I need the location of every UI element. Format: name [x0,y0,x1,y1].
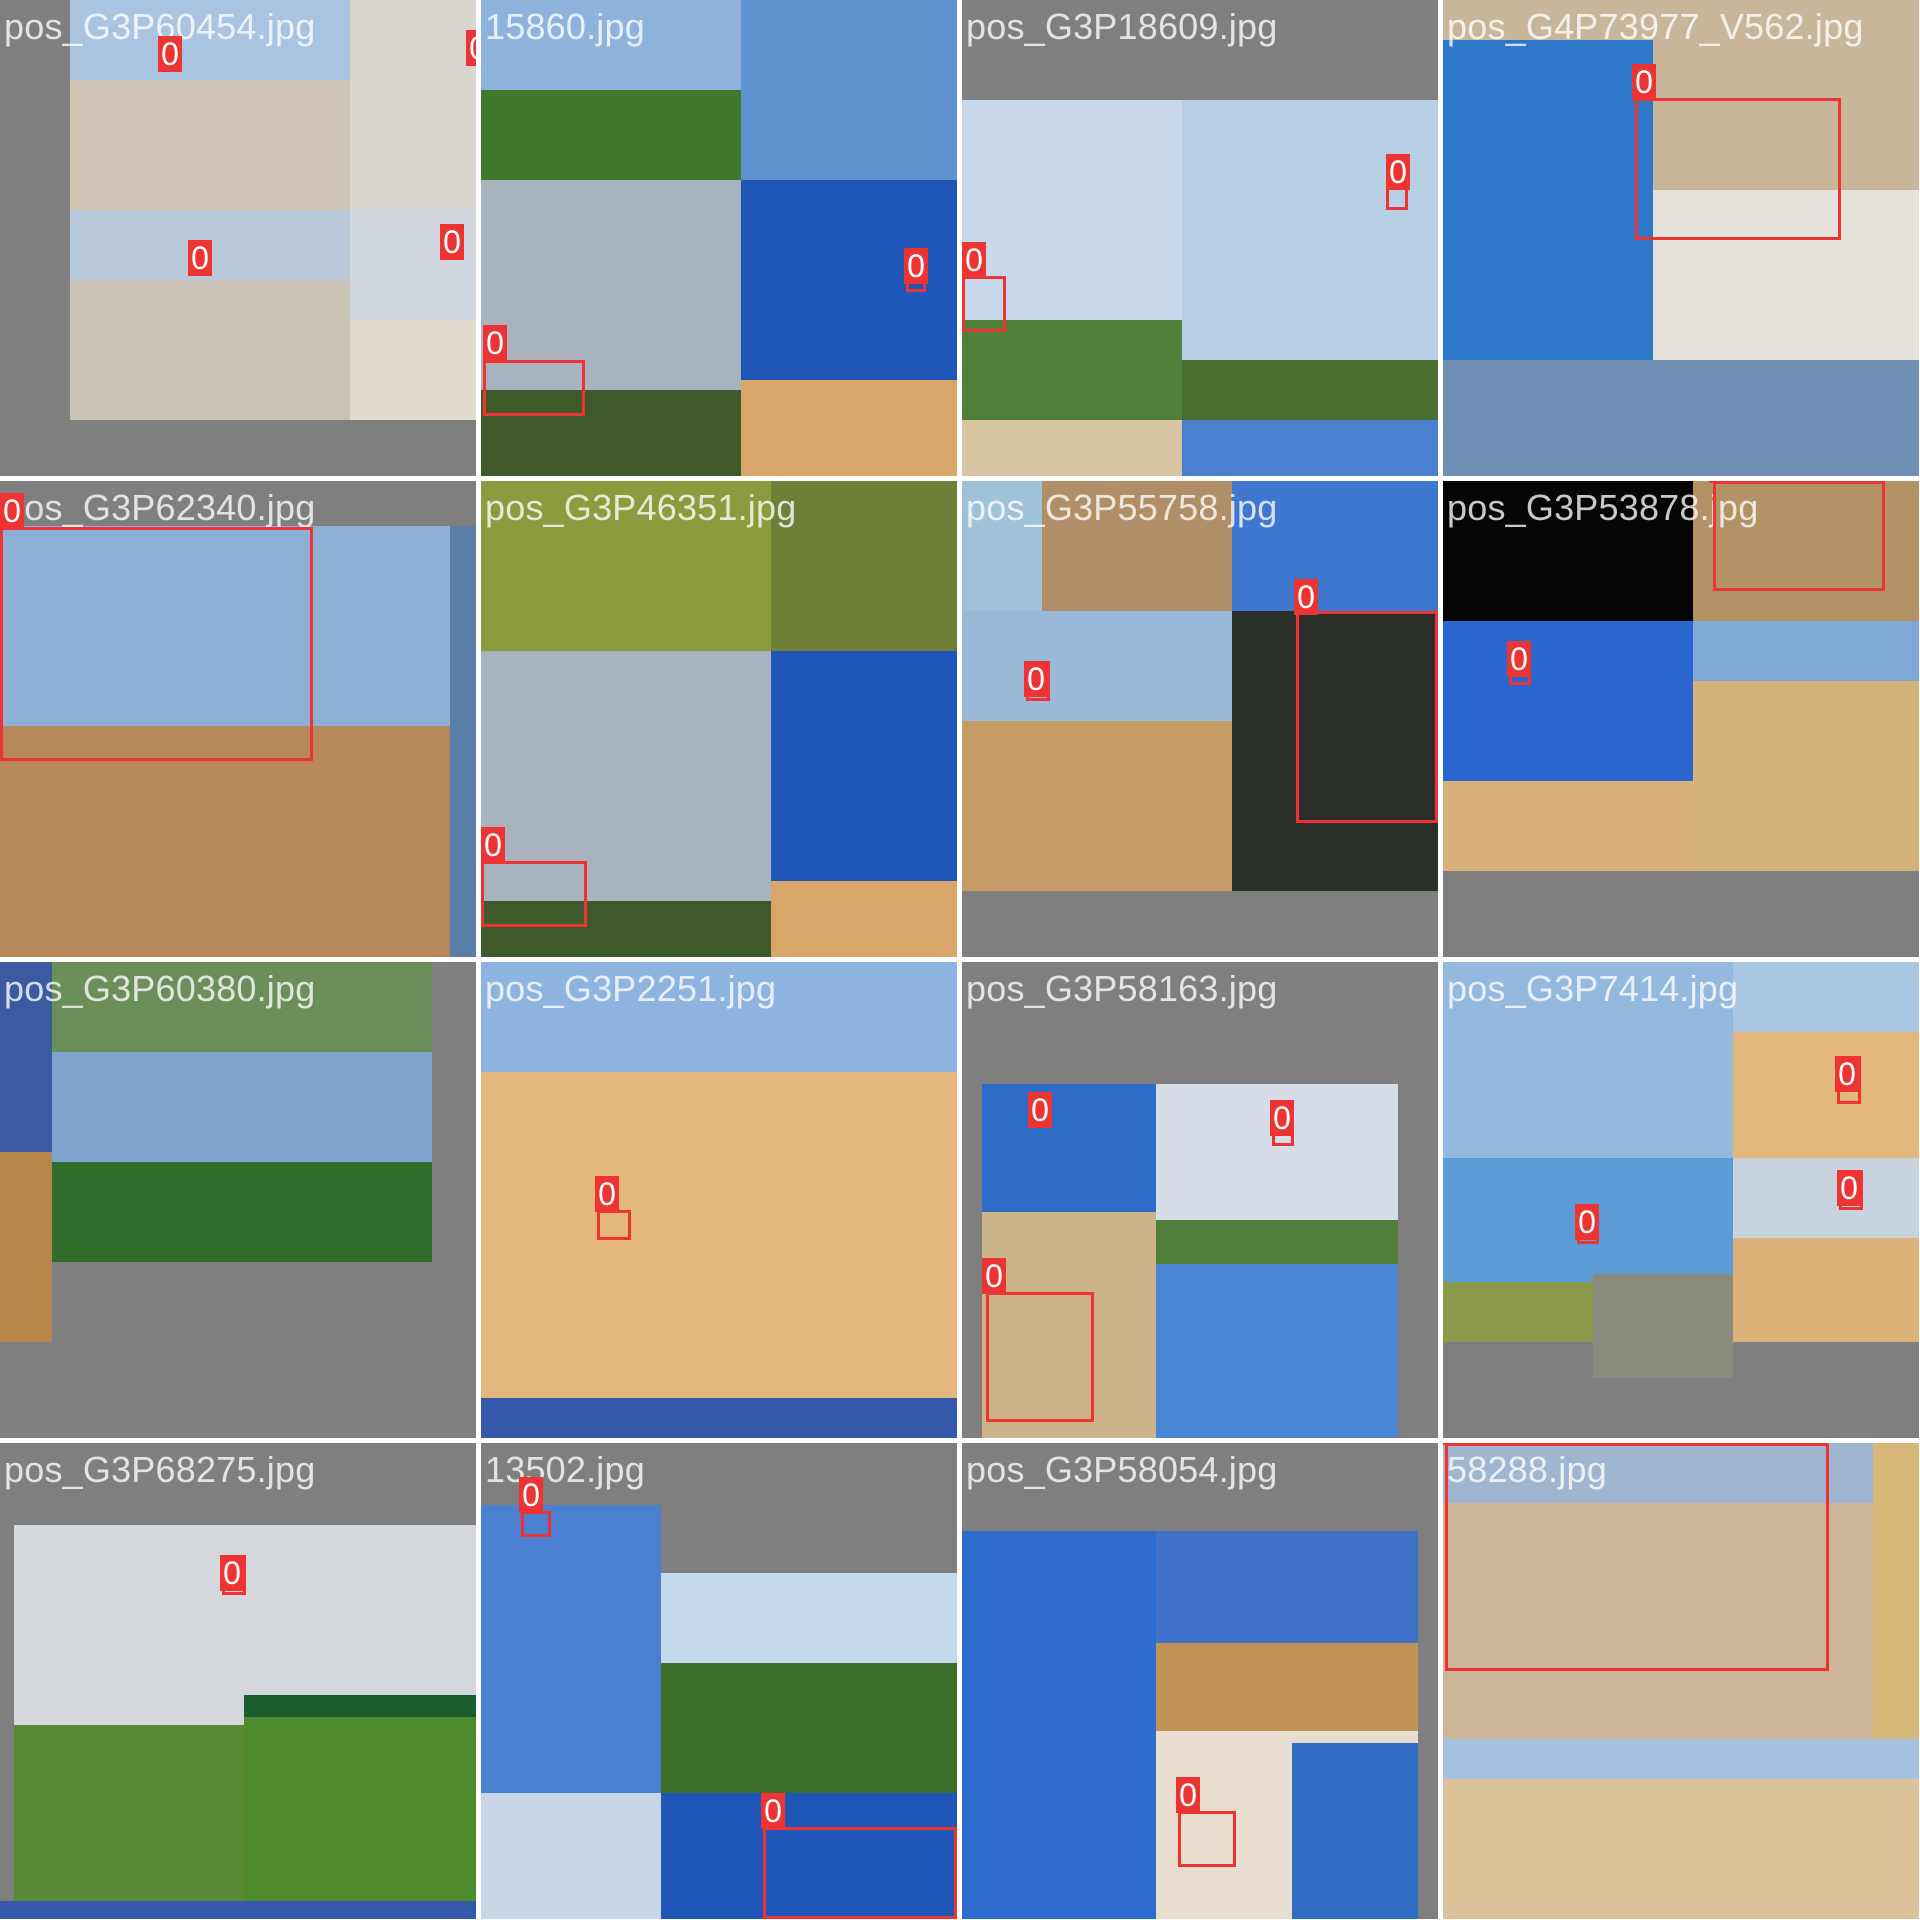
class-label: 0 [0,493,24,529]
detection-box [1445,1443,1829,1671]
class-label: 0 [188,240,212,276]
photo-collage [962,481,1438,891]
mosaic-tile: pos_G4P73977_V562.jpg 0 [1443,0,1919,476]
photo-collage [0,962,432,1342]
class-label: 0 [595,1176,619,1212]
mosaic-tile: 15860.jpg 0 0 [481,0,957,476]
detection-box [763,1827,957,1919]
class-label: 0 [1575,1204,1599,1240]
mosaic-tile: pos_G3P60454.jpg 0 0 0 0 [0,0,476,476]
photo-collage [962,1531,1418,1919]
photo-collage [481,1505,957,1919]
mosaic-tile: pos_G3P7414.jpg 0 0 0 [1443,962,1919,1438]
photo-collage [0,526,476,957]
detection-box [962,276,1006,332]
detection-box [1296,611,1438,823]
detection-box [1713,481,1885,591]
class-label: 0 [962,242,986,278]
class-label: 0 [982,1258,1006,1294]
class-label: 0 [220,1555,244,1591]
class-label: 0 [440,224,464,260]
detection-box [986,1292,1094,1422]
class-label: 0 [1507,641,1531,677]
photo-collage [962,100,1438,476]
class-label: 0 [158,36,182,72]
class-label: 0 [519,1477,543,1513]
class-label: 0 [1028,1092,1052,1128]
detection-box [521,1511,551,1537]
mosaic-tile: pos_G3P60380.jpg [0,962,476,1438]
class-label: 0 [1294,579,1318,615]
detection-box [1178,1811,1236,1867]
detection-box [481,861,587,927]
photo-collage [1443,481,1919,871]
class-label: 0 [1835,1056,1859,1092]
class-label: 0 [1386,154,1410,190]
photo-collage [1443,962,1919,1378]
mosaic-tile: pos_G3P62340.jpg 0 [0,481,476,957]
class-label: 0 [1176,1777,1200,1813]
mosaic-tile: pos_G3P46351.jpg 0 [481,481,957,957]
photo-collage [1443,0,1919,476]
class-label: 0 [481,827,505,863]
photo-collage [0,1525,476,1919]
class-label: 0 [1270,1100,1294,1136]
class-label: 0 [1837,1170,1861,1206]
class-label: 0 [761,1793,785,1829]
photo-collage [481,481,957,957]
mosaic-tile: pos_G3P58054.jpg 0 [962,1443,1438,1919]
photo-collage [481,962,957,1438]
class-label: 0 [1632,64,1656,100]
mosaic-tile: pos_G3P18609.jpg 0 0 [962,0,1438,476]
detection-box [1635,98,1841,240]
mosaic-tile: pos_G3P55758.jpg 0 0 [962,481,1438,957]
photo-collage [481,0,957,476]
class-label: 0 [466,30,476,66]
mosaic-tile: pos_G3P68275.jpg 0 [0,1443,476,1919]
detection-box [483,360,585,416]
photo-collage [70,0,476,420]
mosaic-tile: pos_G3P53878.jpg 0 0 [1443,481,1919,957]
mosaic-tile: pos_G3P2251.jpg 0 [481,962,957,1438]
class-label: 0 [1443,1443,1467,1445]
detection-box [597,1210,631,1240]
class-label: 0 [904,248,928,284]
class-label: 0 [1709,481,1733,483]
mosaic-tile: pos_G3P58163.jpg 0 0 0 [962,962,1438,1438]
mosaic-tile: 13502.jpg 0 0 [481,1443,957,1919]
detection-box [0,527,313,761]
class-label: 0 [483,325,507,361]
class-label: 0 [1024,661,1048,697]
mosaic-tile: 58288.jpg 0 [1443,1443,1919,1919]
photo-collage [1443,1443,1919,1919]
